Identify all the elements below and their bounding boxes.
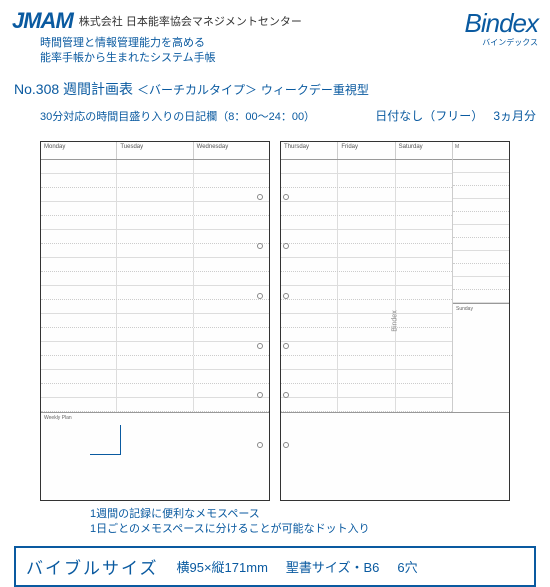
tagline: 時間管理と情報管理能力を高める 能率手帳から生まれたシステム手帳 xyxy=(40,36,302,67)
side-column: M Sunday xyxy=(452,142,509,412)
callout-line-v2 xyxy=(120,425,121,455)
binder-holes xyxy=(283,142,293,500)
logo-block: JMAM 株式会社 日本能率協会マネジメントセンター xyxy=(12,8,302,34)
binder-holes xyxy=(257,142,267,500)
size-label: バイブルサイズ xyxy=(26,554,159,579)
size-holes: 6穴 xyxy=(397,557,417,576)
date-note: 日付なし（フリー） xyxy=(375,109,483,123)
size-format: 聖書サイズ・B6 xyxy=(286,557,380,576)
tagline-1: 時間管理と情報管理能力を高める xyxy=(40,36,302,51)
day-header: Friday xyxy=(338,142,395,159)
product-name: 週間計画表 xyxy=(63,81,133,97)
bindex-side-label: Bindex xyxy=(392,310,399,331)
planner-page-right: Thursday Friday Saturday M Sunday xyxy=(280,141,510,501)
tagline-2: 能率手帳から生まれたシステム手帳 xyxy=(40,51,302,66)
pages-area: Monday Tuesday Wednesday Weekly Plan Thu… xyxy=(0,127,550,503)
callout-line-2 xyxy=(90,454,120,455)
planner-page-left: Monday Tuesday Wednesday Weekly Plan xyxy=(40,141,270,501)
memo-label: Weekly Plan xyxy=(41,413,269,423)
header: JMAM 株式会社 日本能率協会マネジメントセンター 時間管理と情報管理能力を高… xyxy=(0,0,550,71)
bindex-logo: Bindex xyxy=(465,8,539,38)
day-header: Tuesday xyxy=(117,142,193,159)
duration-note: 3ヵ月分 xyxy=(493,109,536,123)
sunday-box: Sunday xyxy=(453,303,509,403)
day-header: Monday xyxy=(41,142,117,159)
bindex-logo-block: Bindex バインデックス xyxy=(465,8,539,48)
bottom-note-1: 1週間の記録に便利なメモスペース xyxy=(90,507,550,522)
note-top: 30分対応の時間目盛り入りの日記欄（8：00～24：00） xyxy=(40,111,315,123)
memo-area-right xyxy=(281,412,509,472)
jmam-logo: JMAM xyxy=(12,8,73,34)
sunday-label: Sunday xyxy=(453,304,509,314)
size-box: バイブルサイズ 横95×縦171mm 聖書サイズ・B6 6穴 xyxy=(14,546,536,587)
size-dims: 横95×縦171mm xyxy=(177,557,268,576)
bottom-notes: 1週間の記録に便利なメモスペース 1日ごとのメモスペースに分けることが可能なドッ… xyxy=(90,507,550,538)
bottom-note-2: 1日ごとのメモスペースに分けることが可能なドット入り xyxy=(90,522,550,537)
product-type: ＜バーチカルタイプ＞ xyxy=(137,83,257,97)
title-row: No.308 週間計画表 ＜バーチカルタイプ＞ ウィークデー重視型 xyxy=(0,77,550,101)
bindex-ruby: バインデックス xyxy=(465,37,539,48)
company-name: 株式会社 日本能率協会マネジメントセンター xyxy=(79,13,302,29)
product-no: No.308 xyxy=(14,81,59,97)
product-emphasis: ウィークデー重視型 xyxy=(261,83,369,97)
memo-area: Weekly Plan xyxy=(41,412,269,490)
day-header: Saturday xyxy=(396,142,452,159)
